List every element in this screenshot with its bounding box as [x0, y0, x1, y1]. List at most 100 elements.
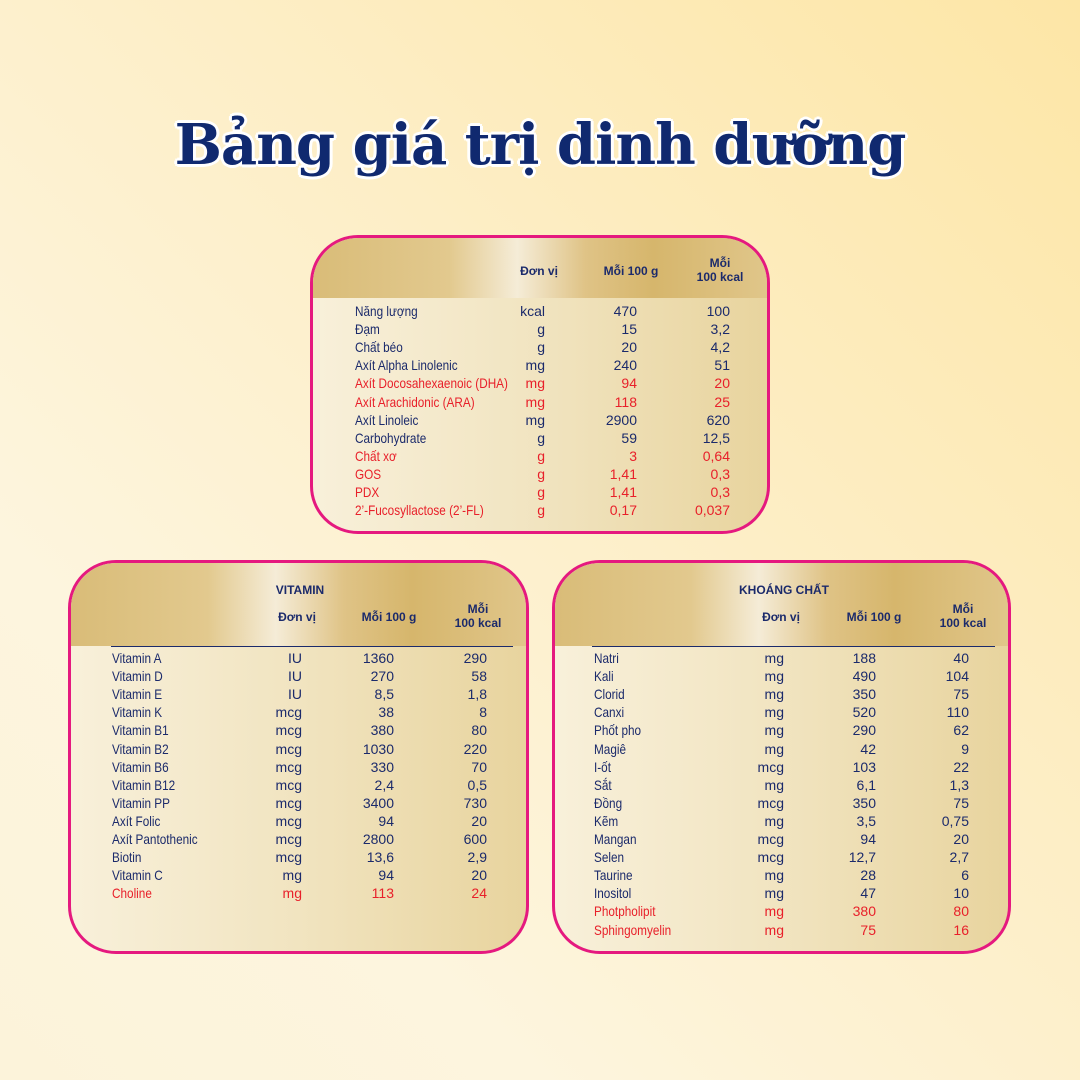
per-100g-cell: 59	[621, 429, 637, 446]
nutrient-name: Chất xơ	[355, 447, 397, 464]
per-100kcal-cell: 220	[463, 740, 487, 757]
unit-cell: g	[537, 447, 545, 464]
unit-cell: mg	[764, 704, 784, 721]
per-100g-cell: 12,7	[848, 849, 876, 866]
per-100kcal-cell: 0,3	[710, 465, 730, 482]
unit-cell: g	[537, 339, 545, 356]
nutrient-name: I-ốt	[594, 758, 611, 775]
nutrient-name: Vitamin D	[112, 668, 163, 685]
table-row: Inositol mg 47 10	[555, 884, 1008, 902]
table-row: Vitamin B2 mcg 1030 220	[71, 740, 526, 758]
table-header-band	[313, 238, 767, 298]
unit-cell: mg	[282, 885, 302, 902]
nutrient-name: Đạm	[355, 321, 380, 338]
per-100kcal-cell: 75	[953, 794, 969, 811]
unit-cell: mcg	[275, 831, 302, 847]
unit-cell: g	[537, 502, 545, 519]
per-100g-cell: 113	[371, 885, 394, 902]
nutrient-name: Vitamin B12	[112, 776, 176, 793]
nutrient-name: Biotin	[112, 849, 142, 866]
unit-cell: g	[537, 484, 545, 500]
nutrient-name: Kẽm	[594, 812, 619, 829]
header-per-100kcal-line2: 100 kcal	[454, 616, 502, 630]
per-100g-cell: 2800	[362, 831, 394, 847]
table-row: Axít Arachidonic (ARA) mg 118 25	[313, 393, 767, 411]
per-100kcal-cell: 0,037	[694, 502, 730, 519]
per-100g-cell: 0,17	[609, 502, 637, 519]
table-row: Vitamin D IU 270 58	[71, 667, 526, 685]
per-100g-cell: 8,5	[374, 686, 394, 703]
per-100kcal-cell: 70	[471, 758, 487, 775]
per-100kcal-cell: 40	[953, 650, 969, 666]
nutrient-name: Clorid	[594, 686, 625, 703]
nutrient-name: Chất béo	[355, 339, 403, 356]
unit-cell: IU	[288, 668, 302, 685]
unit-cell: mg	[764, 722, 784, 739]
per-100kcal-cell: 22	[953, 758, 969, 775]
unit-cell: mcg	[275, 722, 302, 739]
unit-cell: mcg	[757, 758, 784, 775]
per-100kcal-cell: 1,3	[949, 776, 969, 793]
table-row: Kali mg 490 104	[555, 667, 1008, 685]
header-unit: Đơn vị	[520, 264, 558, 278]
table-row: GOS g 1,41 0,3	[313, 465, 767, 483]
per-100g-cell: 380	[852, 903, 876, 920]
header-unit: Đơn vị	[762, 610, 800, 624]
per-100kcal-cell: 24	[471, 885, 487, 902]
per-100g-cell: 1,41	[609, 465, 637, 482]
unit-cell: mg	[525, 357, 545, 374]
nutrient-name: Axít Linoleic	[355, 411, 419, 428]
per-100g-cell: 2,4	[374, 776, 394, 793]
table-header-band	[71, 563, 526, 646]
nutrient-name: Vitamin C	[112, 867, 163, 884]
table-row: Vitamin B12 mcg 2,4 0,5	[71, 776, 526, 794]
header-per-100kcal-line2: 100 kcal	[939, 616, 987, 630]
per-100g-cell: 188	[852, 650, 876, 666]
nutrient-name: Axít Docosahexaenoic (DHA)	[355, 375, 508, 392]
per-100g-cell: 38	[378, 704, 394, 721]
per-100g-cell: 270	[370, 668, 394, 685]
per-100kcal-cell: 0,75	[941, 812, 969, 829]
minerals-table: KHOÁNG CHẤT Đơn vị Mỗi 100 g Mỗi 100 kca…	[552, 560, 1011, 954]
per-100kcal-cell: 58	[471, 668, 487, 685]
header-per-100kcal-line1: Mỗi	[952, 602, 974, 616]
unit-cell: mcg	[757, 794, 784, 811]
unit-cell: mg	[525, 411, 545, 428]
table-row: Magiê mg 42 9	[555, 740, 1008, 758]
per-100g-cell: 330	[370, 758, 394, 775]
unit-cell: mg	[764, 740, 784, 757]
unit-cell: IU	[288, 650, 302, 666]
per-100g-cell: 350	[852, 794, 876, 811]
nutrient-name: GOS	[355, 465, 382, 482]
table-row: Kẽm mg 3,5 0,75	[555, 812, 1008, 830]
per-100kcal-cell: 0,3	[710, 484, 730, 500]
per-100kcal-cell: 0,64	[702, 447, 730, 464]
table-row: Vitamin A IU 1360 290	[71, 649, 526, 667]
per-100g-cell: 350	[852, 686, 876, 703]
unit-cell: IU	[288, 686, 302, 703]
nutrient-name: Photpholipit	[594, 903, 656, 920]
table-row: Năng lượng kcal 470 100	[313, 302, 767, 320]
unit-cell: mcg	[275, 794, 302, 811]
main-nutrition-table: Đơn vị Mỗi 100 g Mỗi 100 kcal Năng lượng…	[310, 235, 770, 534]
header-per-100kcal-line2: 100 kcal	[696, 270, 744, 284]
header-per-100g: Mỗi 100 g	[603, 264, 659, 278]
per-100kcal-cell: 20	[471, 867, 487, 884]
per-100g-cell: 520	[852, 704, 876, 721]
nutrient-name: Choline	[112, 885, 152, 902]
nutrient-name: 2’-Fucosyllactose (2’-FL)	[355, 502, 484, 519]
per-100kcal-cell: 25	[714, 393, 730, 410]
per-100g-cell: 1,41	[609, 484, 637, 500]
table-row: Đồng mcg 350 75	[555, 794, 1008, 812]
table-row: Vitamin C mg 94 20	[71, 866, 526, 884]
unit-cell: mcg	[275, 740, 302, 757]
table-row: Biotin mcg 13,6 2,9	[71, 848, 526, 866]
unit-cell: mcg	[757, 831, 784, 847]
per-100g-cell: 1360	[362, 650, 394, 666]
per-100g-cell: 94	[860, 831, 876, 847]
table-row: Natri mg 188 40	[555, 649, 1008, 667]
nutrient-name: Taurine	[594, 867, 633, 884]
unit-cell: mg	[525, 393, 545, 410]
unit-cell: mg	[764, 921, 784, 938]
section-title-vitamin: VITAMIN	[275, 583, 325, 597]
